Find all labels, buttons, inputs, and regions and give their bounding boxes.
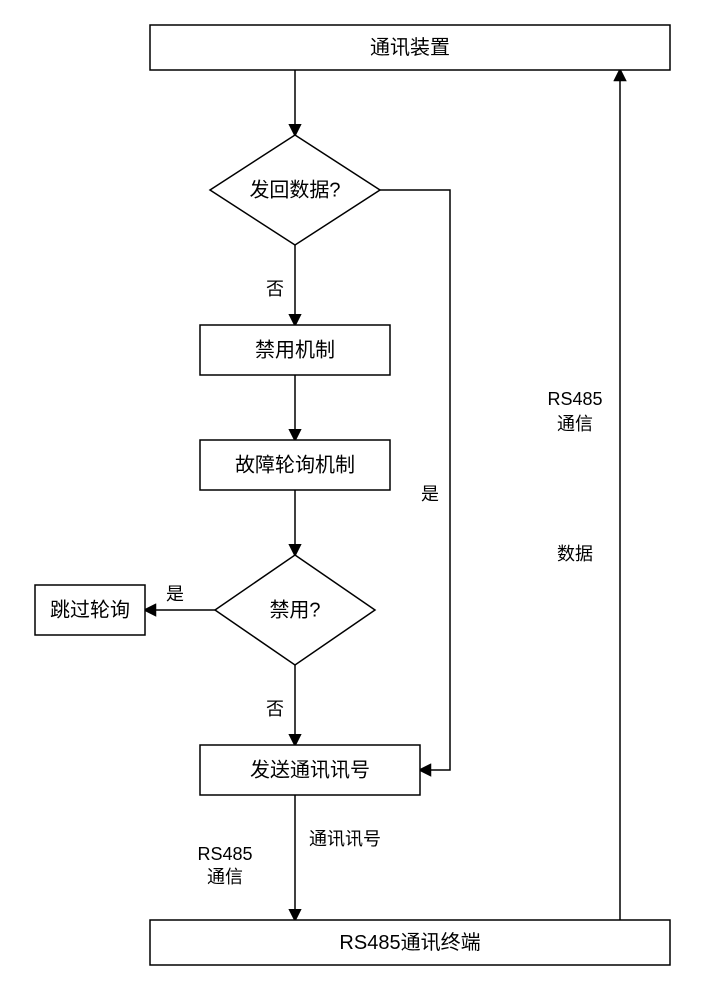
edge-label-d_return-disable_mech: 否 (266, 279, 284, 299)
edge-label-d_disable-skip_poll: 是 (166, 584, 184, 604)
node-label-rs485_term: RS485通讯终端 (339, 931, 480, 954)
node-label-fault_poll: 故障轮询机制 (235, 453, 355, 476)
node-d_disable: 禁用? (215, 555, 375, 665)
annotation: RS485 (547, 389, 602, 409)
edge-label-d_return-send_signal: 是 (421, 484, 439, 504)
node-disable_mech: 禁用机制 (200, 325, 390, 375)
edge-label-d_disable-send_signal: 否 (266, 699, 284, 719)
annotation: 数据 (557, 544, 593, 564)
node-label-d_return: 发回数据? (249, 178, 340, 201)
node-label-comm_device: 通讯装置 (370, 36, 450, 59)
nodes-layer: 通讯装置发回数据? 禁用机制故障轮询机制禁用? 跳过轮询发送通讯讯号 RS485通讯终… (35, 25, 670, 965)
annotation: 通讯讯号 (309, 829, 381, 849)
annotation: 通信 (207, 867, 243, 887)
node-label-skip_poll: 跳过轮询 (50, 598, 130, 621)
node-fault_poll: 故障轮询机制 (200, 440, 390, 490)
node-comm_device: 通讯装置 (150, 25, 670, 70)
node-label-d_disable: 禁用? (269, 598, 320, 621)
node-label-disable_mech: 禁用机制 (255, 338, 335, 361)
annotation: 通信 (557, 414, 593, 434)
annotation: RS485 (197, 844, 252, 864)
node-label-send_signal: 发送通讯讯号 (250, 758, 370, 781)
node-send_signal: 发送通讯讯号 (200, 745, 420, 795)
node-rs485_term: RS485通讯终端 (150, 920, 670, 965)
flowchart-canvas: 否是否是 通讯装置发回数据?禁用机制故障轮询机制禁用?跳过轮询发送通讯讯号RS4… (0, 0, 710, 1000)
node-d_return: 发回数据? (210, 135, 380, 245)
node-skip_poll: 跳过轮询 (35, 585, 145, 635)
